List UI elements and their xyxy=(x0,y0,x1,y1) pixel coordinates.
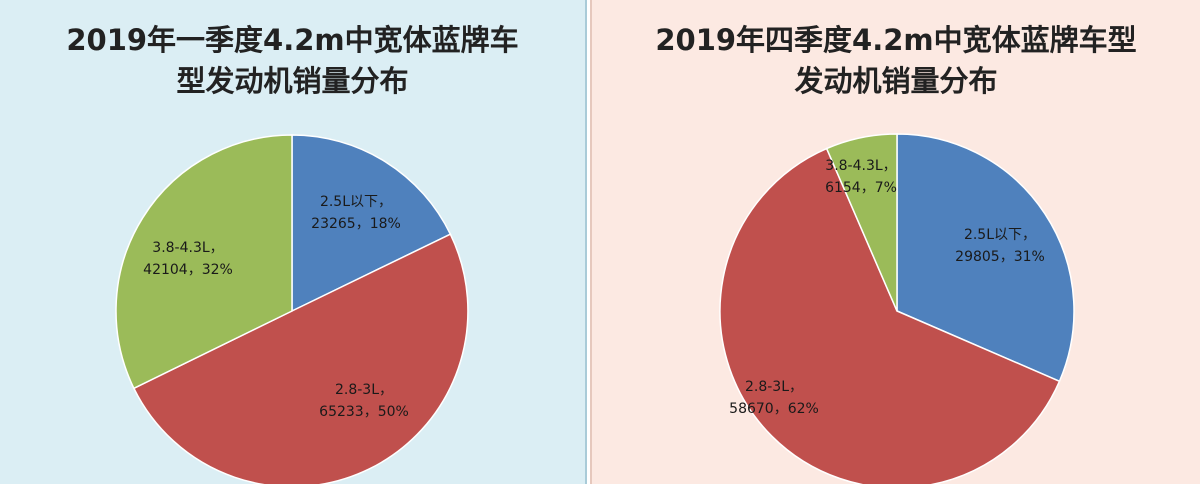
chart-panel-q4: 2019年四季度4.2m中宽体蓝牌车型 发动机销量分布 2.5L以下， 29805… xyxy=(590,0,1200,484)
chart-panel-q1: 2019年一季度4.2m中宽体蓝牌车 型发动机销量分布 2.5L以下， 23265… xyxy=(0,0,587,484)
pie-slice-q1-2-5l xyxy=(291,134,452,313)
chart-title-q4: 2019年四季度4.2m中宽体蓝牌车型 发动机销量分布 xyxy=(592,20,1200,102)
pie-slice-q4-3-8-4-3l xyxy=(825,133,898,312)
pie-chart-q1: 2.5L以下， 23265，18% 2.8-3L， 65233，50% 3.8-4.3L… xyxy=(115,134,469,484)
data-label-q1-3-8-4-3l: 3.8-4.3L， 42104，32% xyxy=(143,240,233,278)
pie-slice-q1-2-8-3l xyxy=(132,233,469,484)
pie-chart-q4: 2.5L以下， 29805，31% 2.8-3L， 58670，62% 3.8-4.3L… xyxy=(719,133,1075,484)
chart-title-q4-line2: 发动机销量分布 xyxy=(794,64,998,98)
chart-title-q1: 2019年一季度4.2m中宽体蓝牌车 型发动机销量分布 xyxy=(0,20,585,102)
data-label-q1-2-5l: 2.5L以下， 23265，18% xyxy=(311,194,401,232)
data-label-q1-2-8-3l: 2.8-3L， 65233，50% xyxy=(319,382,409,420)
data-label-q4-3-8-4-3l: 3.8-4.3L， 6154，7% xyxy=(825,158,897,196)
pie-slice-q4-2-5l xyxy=(896,133,1075,383)
chart-title-q4-line1: 2019年四季度4.2m中宽体蓝牌车型 xyxy=(655,23,1137,57)
pie-slice-q4-2-8-3l xyxy=(719,147,1061,484)
pie-slice-q1-3-8-4-3l xyxy=(115,134,293,390)
chart-title-q1-line2: 型发动机销量分布 xyxy=(176,64,409,98)
data-label-q4-2-8-3l: 2.8-3L， 58670，62% xyxy=(729,379,819,417)
data-label-q4-2-5l: 2.5L以下， 29805，31% xyxy=(955,227,1045,265)
chart-title-q1-line1: 2019年一季度4.2m中宽体蓝牌车 xyxy=(66,23,519,57)
